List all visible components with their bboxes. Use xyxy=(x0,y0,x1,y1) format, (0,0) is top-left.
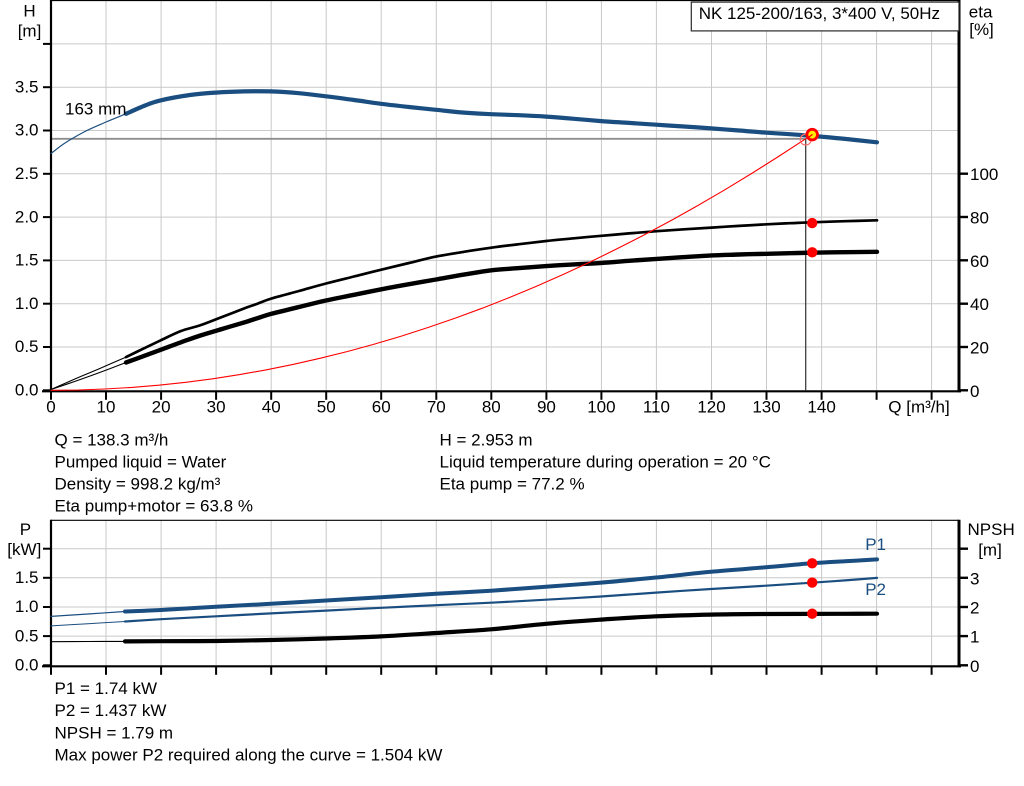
svg-text:P1 = 1.74 kW: P1 = 1.74 kW xyxy=(55,679,158,698)
svg-text:Q = 138.3 m³/h: Q = 138.3 m³/h xyxy=(55,431,169,450)
svg-text:NPSH: NPSH xyxy=(968,520,1015,539)
svg-text:H: H xyxy=(23,2,35,21)
svg-text:Eta pump+motor = 63.8 %: Eta pump+motor = 63.8 % xyxy=(55,497,253,516)
svg-text:NK 125-200/163, 3*400 V, 50Hz: NK 125-200/163, 3*400 V, 50Hz xyxy=(699,4,940,23)
svg-text:NPSH = 1.79 m: NPSH = 1.79 m xyxy=(55,723,174,742)
svg-text:2: 2 xyxy=(970,599,979,618)
svg-text:20: 20 xyxy=(970,339,989,358)
svg-text:Q [m³/h]: Q [m³/h] xyxy=(888,398,949,417)
svg-text:40: 40 xyxy=(262,398,281,417)
svg-text:0: 0 xyxy=(970,657,979,676)
svg-text:100: 100 xyxy=(970,165,998,184)
svg-text:140: 140 xyxy=(807,398,835,417)
svg-text:Liquid temperature during oper: Liquid temperature during operation = 20… xyxy=(440,453,771,472)
svg-text:70: 70 xyxy=(427,398,446,417)
svg-text:163 mm: 163 mm xyxy=(65,100,126,119)
svg-text:3.0: 3.0 xyxy=(15,121,39,140)
svg-text:1.0: 1.0 xyxy=(15,294,39,313)
svg-text:[m]: [m] xyxy=(978,541,1002,560)
svg-text:1: 1 xyxy=(970,628,979,647)
svg-text:P2: P2 xyxy=(865,580,886,599)
svg-text:Pumped liquid = Water: Pumped liquid = Water xyxy=(55,453,227,472)
svg-text:10: 10 xyxy=(97,398,116,417)
svg-text:2.0: 2.0 xyxy=(15,207,39,226)
svg-text:P1: P1 xyxy=(865,535,886,554)
svg-text:Eta pump = 77.2 %: Eta pump = 77.2 % xyxy=(440,475,585,494)
svg-text:0.0: 0.0 xyxy=(15,381,39,400)
svg-text:40: 40 xyxy=(970,295,989,314)
svg-text:Max power P2 required along th: Max power P2 required along the curve = … xyxy=(55,746,443,765)
svg-text:0.5: 0.5 xyxy=(15,626,39,645)
svg-text:2.5: 2.5 xyxy=(15,164,39,183)
svg-text:1.5: 1.5 xyxy=(15,568,39,587)
svg-text:120: 120 xyxy=(697,398,725,417)
svg-text:30: 30 xyxy=(207,398,226,417)
svg-text:80: 80 xyxy=(482,398,501,417)
svg-text:0: 0 xyxy=(970,382,979,401)
svg-text:1.0: 1.0 xyxy=(15,597,39,616)
svg-text:eta: eta xyxy=(969,3,993,22)
svg-text:Density = 998.2 kg/m³: Density = 998.2 kg/m³ xyxy=(55,475,221,494)
svg-text:50: 50 xyxy=(317,398,336,417)
svg-text:80: 80 xyxy=(970,209,989,228)
svg-text:3.5: 3.5 xyxy=(15,77,39,96)
svg-text:20: 20 xyxy=(152,398,171,417)
svg-text:[%]: [%] xyxy=(969,20,994,39)
svg-text:110: 110 xyxy=(643,398,670,417)
svg-text:60: 60 xyxy=(372,398,391,417)
svg-text:3: 3 xyxy=(970,569,979,588)
svg-text:[m]: [m] xyxy=(18,22,42,41)
svg-text:1.5: 1.5 xyxy=(15,251,39,270)
svg-text:0.5: 0.5 xyxy=(15,337,39,356)
svg-text:0.0: 0.0 xyxy=(15,656,39,675)
svg-text:P2 = 1.437 kW: P2 = 1.437 kW xyxy=(55,701,167,720)
svg-text:P: P xyxy=(20,520,31,539)
svg-text:60: 60 xyxy=(970,252,989,271)
svg-text:100: 100 xyxy=(587,398,615,417)
svg-text:[kW]: [kW] xyxy=(7,540,41,559)
svg-text:0: 0 xyxy=(46,398,55,417)
svg-text:H = 2.953 m: H = 2.953 m xyxy=(440,431,533,450)
svg-text:130: 130 xyxy=(752,398,780,417)
svg-text:90: 90 xyxy=(537,398,556,417)
